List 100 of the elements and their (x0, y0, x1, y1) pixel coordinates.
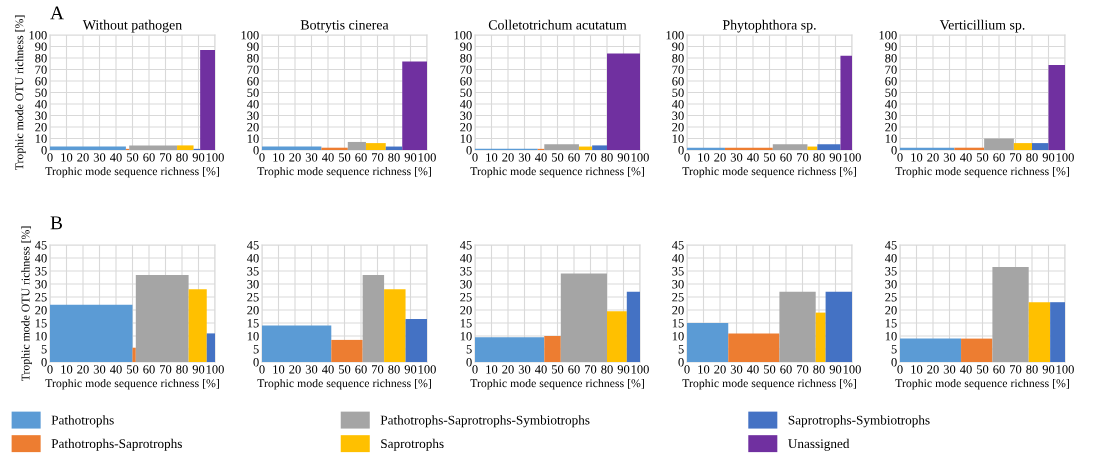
x-tick-label: 90 (192, 365, 205, 374)
y-axis-title: Trophic mode OTU richness [%] (21, 226, 32, 382)
x-tick-label: 30 (93, 153, 106, 162)
x-tick-label: 70 (372, 153, 384, 162)
x-tick-label: 20 (289, 365, 301, 374)
x-tick-label: 10 (61, 153, 73, 162)
y-tick-label: 40 (34, 100, 47, 109)
x-tick-label: 60 (780, 153, 792, 162)
x-tick-label: 60 (568, 153, 580, 162)
x-tick-label: 30 (943, 153, 956, 162)
x-tick-label: 100 (1056, 365, 1074, 374)
y-tick-label: 35 (885, 267, 897, 276)
x-tick-label: 0 (897, 153, 903, 162)
y-tick-label: 10 (247, 332, 259, 341)
y-tick-label: 30 (35, 280, 47, 289)
x-tick-label: 0 (47, 365, 53, 374)
x-tick-label: 100 (843, 365, 861, 374)
y-tick-label: 10 (885, 134, 897, 143)
y-tick-label: 90 (885, 42, 897, 51)
y-tick-label: 60 (35, 77, 47, 86)
x-tick-label: 80 (1026, 153, 1038, 162)
x-tick-label: 70 (160, 153, 172, 162)
x-tick-label: 100 (206, 365, 224, 374)
x-tick-label: 100 (418, 153, 436, 162)
x-tick-label: 80 (601, 153, 613, 162)
y-tick-label: 40 (246, 100, 259, 109)
y-tick-label: 90 (35, 42, 47, 51)
x-tick-label: 80 (813, 153, 825, 162)
x-tick-label: 90 (829, 153, 842, 162)
y-tick-label: 20 (460, 306, 472, 315)
x-tick-label: 70 (1010, 365, 1022, 374)
x-tick-label: 60 (993, 365, 1005, 374)
y-tick-label: 90 (247, 42, 259, 51)
y-tick-label: 30 (247, 111, 259, 120)
x-axis-title: Trophic mode sequence richness [%] (682, 166, 856, 178)
y-tick-label: 20 (672, 306, 684, 315)
chart-title: Colletotrichum acutatum (488, 19, 627, 30)
y-tick-label: 10 (35, 332, 47, 341)
y-tick-label: 0 (253, 358, 259, 367)
x-tick-label: 30 (305, 365, 318, 374)
y-tick-label: 100 (454, 31, 472, 40)
chart-title: Verticillium sp. (939, 19, 1025, 33)
x-tick-label: 40 (534, 153, 547, 162)
x-tick-label: 90 (1042, 365, 1055, 374)
x-tick-label: 60 (568, 365, 580, 374)
x-tick-label: 20 (77, 153, 89, 162)
y-tick-label: 35 (460, 267, 472, 276)
y-tick-label: 10 (885, 332, 897, 341)
x-tick-label: 20 (502, 153, 514, 162)
x-tick-label: 20 (502, 365, 514, 374)
x-tick-label: 40 (109, 153, 122, 162)
legend-label: Pathotrophs-Saprotrophs (51, 438, 182, 451)
x-tick-label: 10 (61, 365, 73, 374)
x-tick-label: 30 (730, 365, 743, 374)
y-tick-label: 30 (35, 111, 47, 120)
x-axis-title: Trophic mode sequence richness [%] (45, 166, 219, 178)
legend-label: Pathotrophs (51, 415, 114, 428)
y-tick-label: 40 (671, 100, 684, 109)
y-tick-label: 10 (460, 332, 472, 341)
y-tick-label: 70 (885, 65, 897, 74)
y-tick-label: 80 (247, 54, 259, 63)
x-tick-label: 10 (486, 153, 498, 162)
y-tick-label: 5 (41, 345, 47, 354)
chart-title: Botrytis cinerea (300, 20, 389, 33)
y-tick-label: 0 (41, 358, 47, 367)
x-tick-label: 60 (143, 153, 155, 162)
y-tick-label: 50 (460, 88, 472, 97)
x-axis-title: Trophic mode sequence richness [%] (895, 378, 1069, 390)
x-tick-label: 0 (472, 153, 478, 162)
chart-title: Phytophthora sp. (722, 19, 816, 33)
y-tick-label: 25 (35, 293, 47, 302)
x-tick-label: 100 (206, 153, 224, 162)
x-tick-label: 50 (126, 365, 139, 374)
y-tick-label: 30 (460, 280, 472, 289)
y-tick-label: 80 (885, 54, 897, 63)
x-tick-label: 10 (698, 153, 710, 162)
x-tick-label: 0 (684, 365, 690, 374)
x-tick-label: 80 (813, 365, 825, 374)
x-tick-label: 90 (617, 153, 630, 162)
x-tick-label: 40 (109, 365, 122, 374)
y-tick-label: 50 (35, 88, 47, 97)
y-tick-label: 50 (247, 88, 259, 97)
x-tick-label: 0 (684, 153, 690, 162)
x-tick-label: 20 (77, 365, 89, 374)
x-tick-label: 60 (355, 365, 367, 374)
y-tick-label: 60 (460, 77, 472, 86)
y-tick-label: 60 (247, 77, 259, 86)
y-tick-label: 30 (672, 111, 684, 120)
x-tick-label: 80 (176, 153, 188, 162)
y-tick-label: 40 (459, 254, 472, 263)
y-tick-label: 20 (885, 123, 897, 132)
y-tick-label: 45 (884, 241, 897, 250)
legend-label: Pathotrophs-Saprotrophs-Symbiotrophs (380, 415, 590, 428)
y-tick-label: 60 (672, 77, 684, 86)
y-tick-label: 0 (891, 146, 897, 155)
x-tick-label: 0 (47, 153, 53, 162)
x-tick-label: 60 (993, 153, 1005, 162)
x-tick-label: 90 (829, 365, 842, 374)
y-tick-label: 0 (678, 358, 684, 367)
y-tick-label: 25 (460, 293, 472, 302)
